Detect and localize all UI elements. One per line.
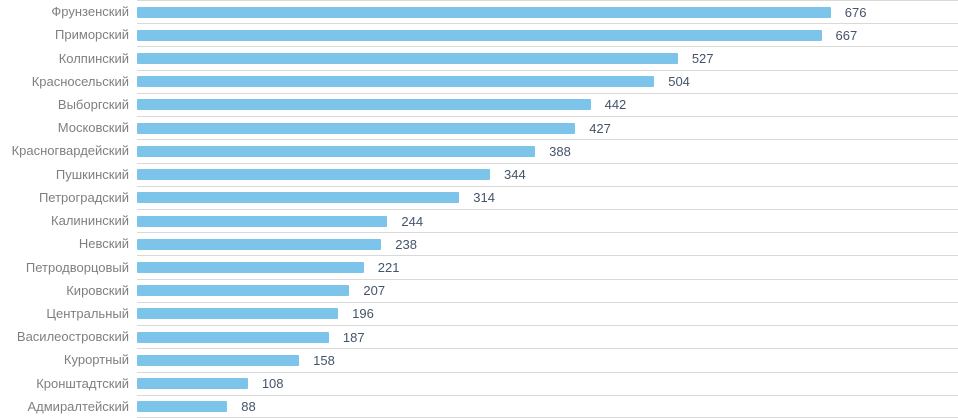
category-label: Пушкинский [55, 166, 129, 182]
chart-row: Пушкинский 344 [0, 162, 958, 186]
category-label: Красносельский [31, 73, 129, 89]
value-label: 207 [363, 283, 386, 299]
value-label: 676 [844, 4, 867, 20]
plot-cell: 667 [137, 23, 958, 46]
plot-cell: 388 [137, 139, 958, 162]
bar [137, 6, 831, 18]
category-label: Петроградский [38, 189, 129, 205]
category-label: Фрунзенский [51, 4, 129, 20]
bar [137, 331, 329, 343]
category-label: Невский [78, 236, 129, 252]
plot-cell: 676 [137, 0, 958, 23]
bar [137, 308, 339, 320]
plot-cell: 207 [137, 278, 958, 302]
chart-row: Петродворцовый 221 [0, 255, 958, 278]
chart-row: Калининский 244 [0, 208, 958, 232]
chart-row: Петроградский 314 [0, 185, 958, 209]
chart-row: Невский 238 [0, 232, 958, 255]
chart-row: Курортный 158 [0, 348, 958, 371]
bar [137, 192, 460, 204]
value-label: 527 [691, 51, 714, 67]
category-label: Петродворцовый [25, 259, 129, 275]
chart-row: Фрунзенский 676 [0, 0, 958, 23]
plot-cell: 504 [137, 69, 958, 93]
value-label: 158 [313, 352, 335, 368]
category-label: Красногвардейский [11, 143, 129, 159]
category-label: Кронштадтский [36, 375, 129, 391]
bar [137, 145, 536, 157]
bar [137, 76, 655, 88]
chart-row: Центральный 196 [0, 301, 958, 325]
chart-row: Красногвардейский 388 [0, 139, 958, 162]
value-label: 344 [504, 167, 526, 183]
chart-row: Выборгский 442 [0, 92, 958, 116]
category-label: Колпинский [58, 50, 129, 66]
plot-cell: 442 [137, 92, 958, 116]
plot-cell: 158 [137, 348, 958, 371]
bar [137, 99, 591, 111]
value-label: 88 [241, 398, 256, 414]
bar [137, 354, 300, 366]
bar [137, 238, 382, 250]
bar [137, 29, 822, 41]
category-label: Приморский [55, 27, 129, 43]
plot-cell: 238 [137, 232, 958, 255]
category-label: Калининский [51, 213, 129, 229]
bar [137, 122, 576, 134]
bar [137, 53, 678, 65]
chart-row: Адмиралтейский 88 [0, 394, 958, 418]
plot-cell: 108 [137, 371, 958, 395]
bar [137, 285, 350, 297]
chart-row: Московский 427 [0, 116, 958, 139]
value-label: 244 [401, 213, 424, 229]
value-label: 314 [473, 190, 495, 206]
chart-row: Приморский 667 [0, 23, 958, 46]
plot-cell: 314 [137, 185, 958, 209]
bar [137, 400, 228, 412]
category-label: Московский [57, 120, 129, 136]
bar [137, 378, 248, 390]
value-label: 238 [395, 236, 417, 252]
plot-cell: 88 [137, 394, 958, 418]
value-label: 108 [261, 376, 284, 392]
plot-cell: 427 [137, 116, 958, 139]
plot-cell: 527 [137, 46, 958, 69]
chart-row: Василеостровский 187 [0, 325, 958, 348]
value-label: 187 [342, 329, 365, 345]
category-label: Курортный [63, 352, 129, 368]
plot-cell: 187 [137, 325, 958, 348]
chart-row: Кировский 207 [0, 278, 958, 302]
value-label: 427 [589, 120, 611, 136]
bar [137, 262, 364, 274]
chart-row: Красносельский 504 [0, 69, 958, 93]
value-label: 667 [835, 27, 858, 43]
value-label: 388 [549, 143, 571, 159]
plot-cell: 244 [137, 208, 958, 232]
chart-row: Кронштадтский 108 [0, 371, 958, 395]
category-label: Адмиралтейский [27, 398, 129, 414]
value-label: 442 [604, 97, 627, 113]
category-label: Кировский [66, 282, 129, 298]
value-label: 504 [668, 74, 690, 90]
plot-cell: 196 [137, 301, 958, 325]
category-label: Центральный [46, 305, 129, 321]
bar [137, 215, 388, 227]
plot-cell: 344 [137, 162, 958, 186]
chart-row: Колпинский 527 [0, 46, 958, 69]
category-label: Выборгский [57, 96, 129, 112]
value-label: 196 [352, 306, 374, 322]
plot-cell: 221 [137, 255, 958, 278]
category-label: Василеостровский [16, 329, 129, 345]
value-label: 221 [377, 260, 400, 276]
bar [137, 169, 491, 181]
